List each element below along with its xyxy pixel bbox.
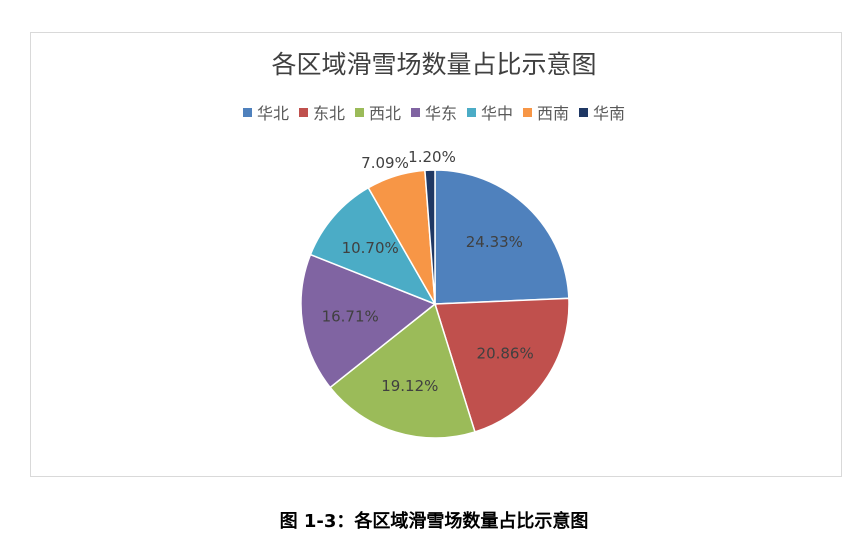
legend-item: 华中 bbox=[467, 100, 513, 124]
legend-label: 西北 bbox=[368, 104, 401, 123]
legend-swatch bbox=[354, 107, 364, 117]
data-label: 7.09% bbox=[361, 154, 409, 172]
pie-slice-华中 bbox=[309, 186, 437, 306]
pie-slice-西北 bbox=[329, 302, 476, 439]
chart-title: 各区域滑雪场数量占比示意图 bbox=[271, 50, 597, 79]
pie-slice-东北 bbox=[433, 297, 570, 433]
data-label: 10.70% bbox=[342, 239, 399, 257]
legend-item: 西北 bbox=[354, 100, 401, 124]
data-label: 24.33% bbox=[466, 233, 523, 251]
legend-item: 华南 bbox=[579, 100, 625, 124]
data-label: 1.20% bbox=[408, 148, 456, 166]
legend-swatch bbox=[523, 107, 533, 117]
legend-label: 东北 bbox=[312, 104, 345, 123]
legend-label: 华南 bbox=[593, 104, 626, 123]
legend-item: 东北 bbox=[298, 100, 345, 124]
legend-swatch bbox=[242, 107, 252, 117]
pie-slice-华南 bbox=[424, 169, 436, 305]
pie-slice-华东 bbox=[300, 253, 437, 389]
legend-item: 西南 bbox=[523, 100, 569, 124]
legend-swatch bbox=[467, 107, 476, 117]
legend-label: 华北 bbox=[256, 104, 289, 123]
legend-item: 华东 bbox=[410, 100, 457, 124]
pie-slice-华北 bbox=[434, 169, 570, 305]
legend-swatch bbox=[298, 107, 308, 117]
legend-label: 华东 bbox=[424, 104, 457, 123]
legend: 华北 东北 西北 华东 华中 西南 华南 bbox=[0, 100, 868, 124]
figure-caption: 图 1-3：各区域滑雪场数量占比示意图 bbox=[279, 511, 589, 532]
legend-label: 西南 bbox=[537, 104, 570, 123]
data-label: 20.86% bbox=[477, 344, 534, 362]
data-label: 19.12% bbox=[381, 377, 438, 395]
legend-label: 华中 bbox=[481, 104, 514, 123]
legend-item: 华北 bbox=[242, 100, 289, 124]
legend-swatch bbox=[579, 107, 589, 117]
data-label: 16.71% bbox=[322, 308, 379, 326]
chart-frame bbox=[30, 32, 842, 477]
legend-swatch bbox=[410, 107, 420, 117]
